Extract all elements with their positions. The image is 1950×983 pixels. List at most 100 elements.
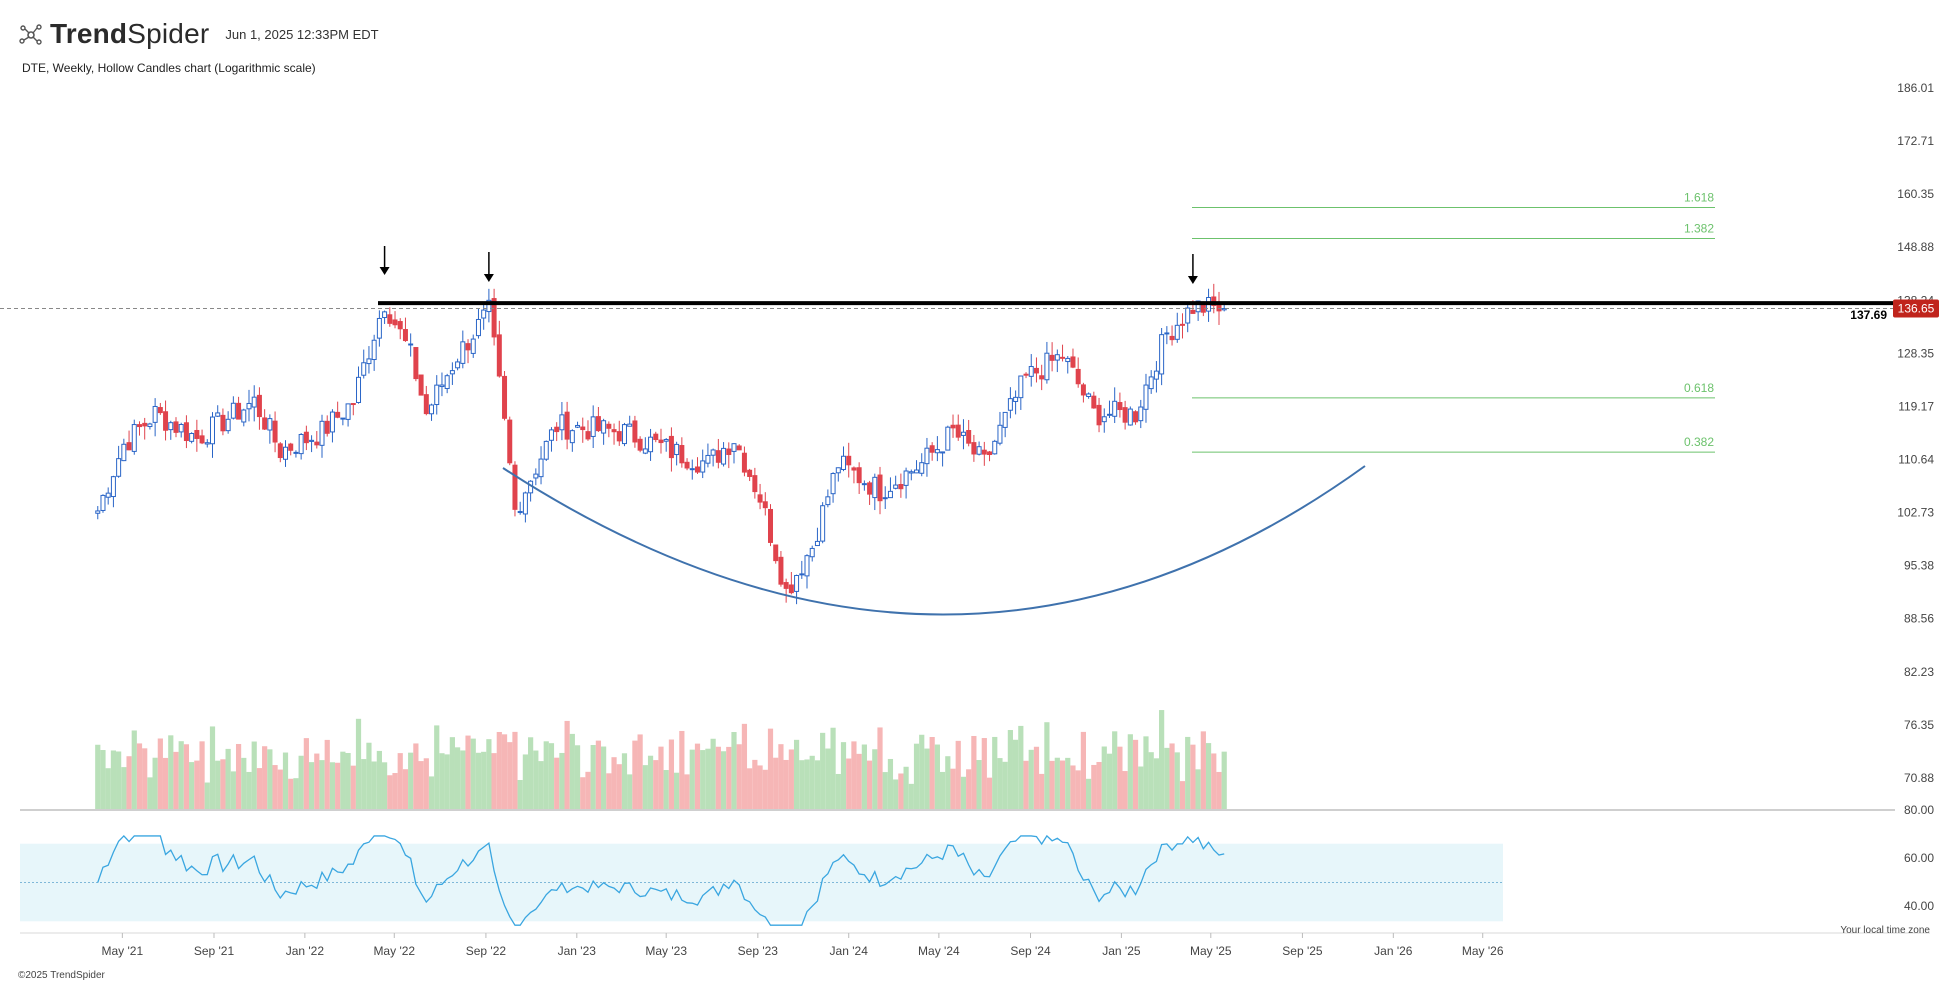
- volume-bar: [674, 772, 680, 810]
- brand-logo[interactable]: TrendSpider: [18, 18, 209, 50]
- candle-body: [715, 450, 721, 463]
- volume-bar: [298, 755, 304, 810]
- candle-body: [251, 396, 257, 408]
- volume-bar: [491, 753, 497, 810]
- volume-bar: [1195, 769, 1201, 810]
- rsi-tick-label: 80.00: [1904, 803, 1934, 817]
- candle-body: [1075, 368, 1081, 385]
- volume-bar: [522, 754, 528, 810]
- volume-bar: [715, 746, 721, 810]
- volume-bar: [1190, 744, 1196, 810]
- brand-name: TrendSpider: [50, 18, 209, 50]
- annotation-arrows: [379, 246, 1198, 284]
- volume-bar: [538, 761, 544, 810]
- volume-bar: [225, 748, 231, 810]
- volume-bar: [611, 757, 617, 810]
- candle-body: [569, 430, 575, 444]
- candle-body: [971, 442, 977, 455]
- candle-body: [142, 422, 148, 427]
- volume-bar: [580, 777, 586, 810]
- candle-body: [741, 452, 747, 473]
- volume-bar: [1164, 747, 1170, 810]
- x-tick-label: Sep '24: [1010, 944, 1051, 958]
- volume-bar: [1054, 757, 1060, 810]
- candles: [95, 283, 1227, 605]
- cup-arc: [502, 465, 1366, 616]
- candle-body: [1106, 413, 1112, 416]
- x-tick-label: May '24: [918, 944, 960, 958]
- volume-bar: [1075, 770, 1081, 810]
- candle-body: [887, 490, 893, 499]
- volume-bar: [559, 752, 565, 810]
- candle-body: [543, 440, 549, 460]
- price-tick-label: 88.56: [1904, 612, 1934, 626]
- volume-bar: [366, 742, 372, 810]
- candle-body: [1112, 400, 1118, 417]
- fibonacci-levels: 1.618 1.382 0.618 0.382: [1192, 190, 1715, 453]
- volume-bar: [528, 737, 534, 810]
- volume-bar: [689, 749, 695, 810]
- volume-bar: [1200, 731, 1206, 810]
- volume-bar: [804, 759, 810, 810]
- candle-body: [814, 540, 820, 547]
- volume-bar: [173, 751, 179, 810]
- volume-bar: [251, 741, 257, 810]
- volume-bar: [893, 779, 899, 810]
- candle-body: [590, 416, 596, 437]
- volume-bar: [392, 773, 398, 810]
- volume-bar: [1007, 730, 1013, 810]
- volume-bar: [439, 753, 445, 810]
- candle-body: [168, 422, 174, 431]
- volume-bar: [939, 771, 946, 810]
- candle-body: [397, 321, 403, 330]
- volume-bar: [423, 758, 429, 810]
- candle-body: [762, 501, 768, 509]
- volume-bar: [131, 730, 137, 810]
- volume-bar: [455, 747, 461, 810]
- volume-bar: [1153, 758, 1160, 810]
- candle-body: [877, 474, 883, 502]
- candle-body: [522, 492, 528, 515]
- x-tick-label: Sep '21: [194, 944, 235, 958]
- candle-body: [830, 473, 836, 495]
- candle-body: [747, 469, 753, 477]
- fib-level-label: 1.618: [1684, 190, 1714, 204]
- volume-bar: [1018, 725, 1024, 810]
- volume-bar: [543, 741, 549, 810]
- volume-bar: [992, 736, 998, 810]
- volume-bar: [460, 750, 466, 810]
- volume-bar: [955, 740, 961, 810]
- candle-body: [663, 438, 669, 442]
- candle-body: [575, 424, 581, 428]
- candle-body: [726, 448, 732, 455]
- volume-bar: [820, 732, 826, 810]
- x-tick-label: May '22: [373, 944, 415, 958]
- volume-bar: [658, 746, 664, 810]
- candle-body: [387, 314, 393, 324]
- volume-bar: [793, 739, 800, 810]
- candle-body: [1096, 404, 1102, 426]
- x-tick-label: May '21: [102, 944, 144, 958]
- x-tick-label: Sep '22: [466, 944, 507, 958]
- candle-body: [340, 417, 346, 420]
- volume-bar: [361, 759, 367, 810]
- candle-body: [987, 451, 993, 456]
- volume-bar: [1138, 766, 1144, 810]
- volume-bar: [1143, 736, 1149, 810]
- candle-body: [1049, 354, 1055, 361]
- volume-bar: [152, 757, 158, 810]
- volume-bar: [574, 745, 581, 810]
- candle-body: [752, 475, 758, 493]
- volume-bar: [934, 744, 940, 810]
- volume-bar: [1179, 781, 1186, 810]
- volume-bar: [773, 757, 779, 810]
- volume-bar: [767, 728, 774, 810]
- fib-level-label: 1.382: [1684, 222, 1714, 236]
- volume-bar: [235, 743, 242, 810]
- candle-body: [241, 409, 247, 423]
- volume-bar: [262, 746, 268, 810]
- volume-bar: [606, 773, 612, 810]
- volume-bar: [303, 738, 309, 810]
- price-tick-label: 128.35: [1897, 346, 1934, 360]
- volume-bar: [736, 744, 742, 810]
